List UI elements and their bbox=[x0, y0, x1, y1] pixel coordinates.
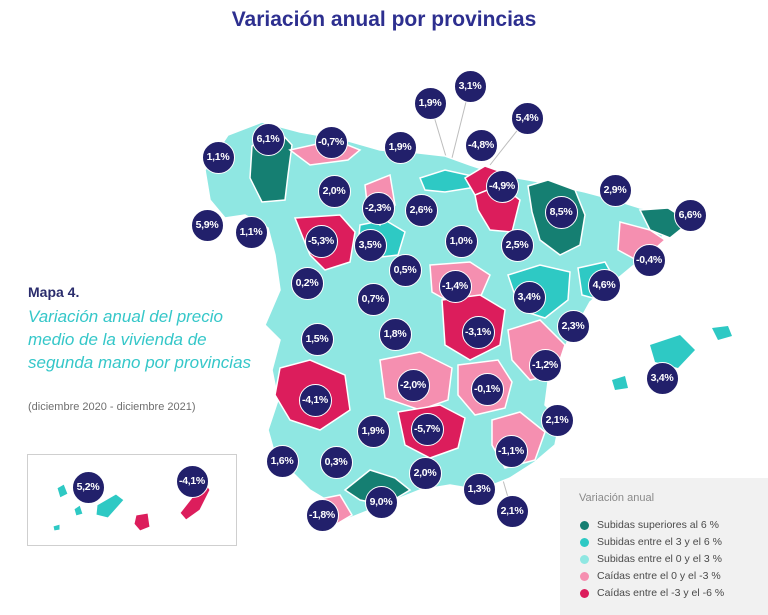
province-badge: 2,1% bbox=[495, 494, 529, 528]
province-badge: 0,5% bbox=[388, 253, 422, 287]
province-badge: 0,2% bbox=[290, 266, 324, 300]
province-badge: 1,9% bbox=[356, 414, 390, 448]
province-badge: 3,5% bbox=[353, 228, 387, 262]
canary-island bbox=[95, 493, 125, 519]
province-badge: 1,9% bbox=[383, 130, 417, 164]
legend-title: Variación anual bbox=[579, 492, 655, 504]
map-description: Variación anual del precio medio de la v… bbox=[28, 307, 252, 372]
province-badge: -1,4% bbox=[438, 269, 472, 303]
province-badge: 2,6% bbox=[404, 193, 438, 227]
legend-label: Caídas entre el 0 y el -3 % bbox=[597, 570, 721, 582]
province-badge: 5,2% bbox=[71, 470, 105, 504]
map-period: (diciembre 2020 - diciembre 2021) bbox=[28, 401, 196, 413]
province-badge: -4,1% bbox=[175, 464, 209, 498]
province-badge: 2,1% bbox=[540, 403, 574, 437]
province-badge: 2,0% bbox=[408, 456, 442, 490]
province-badge: -5,3% bbox=[304, 224, 338, 258]
legend-swatch bbox=[580, 520, 589, 530]
province-badge: -4,8% bbox=[464, 128, 498, 162]
province-badge: 2,9% bbox=[598, 173, 632, 207]
balearic-islands bbox=[612, 376, 628, 390]
legend-label: Subidas entre el 3 y el 6 % bbox=[597, 536, 722, 548]
province-badge: -0,1% bbox=[470, 372, 504, 406]
province-badge: 1,0% bbox=[444, 224, 478, 258]
province-badge: 1,3% bbox=[462, 472, 496, 506]
province-badge: 0,3% bbox=[319, 445, 353, 479]
province-badge: -4,9% bbox=[485, 169, 519, 203]
province-badge: 2,3% bbox=[556, 309, 590, 343]
canary-island bbox=[133, 512, 151, 532]
canary-island bbox=[56, 483, 69, 499]
province-badge: -4,1% bbox=[298, 383, 332, 417]
province-badge: 3,1% bbox=[453, 69, 487, 103]
province-badge: 0,7% bbox=[356, 282, 390, 316]
province-badge: -5,7% bbox=[410, 412, 444, 446]
province-badge: 1,5% bbox=[300, 322, 334, 356]
map-number-label: Mapa 4. bbox=[28, 284, 80, 300]
canary-island bbox=[52, 523, 61, 532]
province-badge: 1,6% bbox=[265, 444, 299, 478]
legend-item: Caídas entre el -3 y el -6 % bbox=[580, 586, 724, 600]
canary-islands-inset bbox=[27, 454, 237, 546]
province-badge: -3,1% bbox=[461, 315, 495, 349]
province-badge: -2,3% bbox=[361, 191, 395, 225]
province-badge: -1,1% bbox=[494, 434, 528, 468]
balearic-islands bbox=[712, 326, 732, 340]
map-title: Variación anual por provincias bbox=[231, 8, 537, 31]
province-badge: 2,5% bbox=[500, 228, 534, 262]
balearic-islands bbox=[650, 335, 695, 368]
province-badge: 2,0% bbox=[317, 174, 351, 208]
province-badge: 1,1% bbox=[201, 140, 235, 174]
province-badge: 3,4% bbox=[645, 361, 679, 395]
legend-item: Subidas superiores al 6 % bbox=[580, 518, 719, 532]
province-badge: -0,7% bbox=[314, 125, 348, 159]
province-badge: 5,9% bbox=[190, 208, 224, 242]
legend-swatch bbox=[580, 571, 589, 581]
legend-swatch bbox=[580, 537, 589, 547]
province-badge: 3,4% bbox=[512, 280, 546, 314]
province-badge: 9,0% bbox=[364, 485, 398, 519]
province-badge: -0,4% bbox=[632, 243, 666, 277]
legend-item: Subidas entre el 0 y el 3 % bbox=[580, 552, 722, 566]
province-badge: -2,0% bbox=[396, 368, 430, 402]
province-badge: 1,1% bbox=[234, 215, 268, 249]
legend-label: Caídas entre el -3 y el -6 % bbox=[597, 587, 725, 599]
legend-label: Subidas entre el 0 y el 3 % bbox=[597, 553, 722, 565]
legend-item: Caídas entre el 0 y el -3 % bbox=[580, 569, 721, 583]
province-badge: 6,6% bbox=[673, 198, 707, 232]
region-teal bbox=[418, 169, 473, 193]
legend-label: Subidas superiores al 6 % bbox=[597, 519, 719, 531]
province-badge: 8,5% bbox=[544, 195, 578, 229]
province-badge: 4,6% bbox=[587, 268, 621, 302]
province-badge: -1,2% bbox=[528, 348, 562, 382]
province-badge: 5,4% bbox=[510, 101, 544, 135]
legend: Variación anual Subidas superiores al 6 … bbox=[560, 478, 768, 615]
legend-item: Subidas entre el 3 y el 6 % bbox=[580, 535, 722, 549]
legend-swatch bbox=[580, 588, 589, 598]
province-badge: 6,1% bbox=[251, 122, 285, 156]
legend-swatch bbox=[580, 554, 589, 564]
province-badge: 1,9% bbox=[413, 86, 447, 120]
province-badge: 1,8% bbox=[378, 317, 412, 351]
province-badge: -1,8% bbox=[305, 498, 339, 532]
canary-island bbox=[73, 504, 84, 517]
